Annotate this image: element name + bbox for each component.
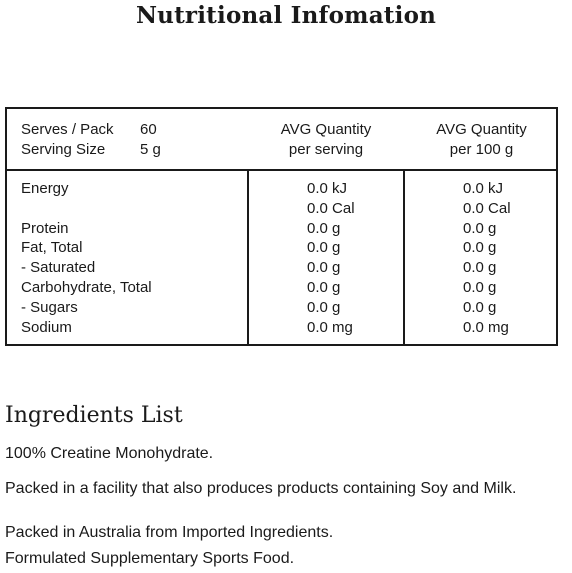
nutrient-name: - Sugars	[21, 298, 78, 316]
per-serving-value: 0.0 g	[307, 298, 341, 316]
table-row: 0.0 Cal 0.0 Cal	[7, 199, 556, 219]
nutrient-name: Sodium	[21, 318, 72, 336]
table-row: Sodium 0.0 mg 0.0 mg	[7, 318, 556, 338]
ingredient-line: 100% Creatine Monohydrate.	[5, 445, 214, 462]
per-100g-value: 0.0 g	[463, 278, 497, 296]
per-serving-header: AVG Quantity per serving	[247, 120, 405, 160]
per-100g-header-line1: AVG Quantity	[436, 121, 527, 138]
table-row: Protein 0.0 g 0.0 g	[7, 219, 556, 239]
per-100g-value: 0.0 g	[463, 219, 497, 237]
column-divider	[247, 169, 249, 344]
nutrition-table: Serves / Pack 60 Serving Size 5 g AVG Quan…	[5, 107, 558, 346]
nutrient-name: Carbohydrate, Total	[21, 278, 152, 296]
ingredients-title: Ingredients List	[5, 403, 183, 428]
per-serving-value: 0.0 g	[307, 259, 341, 277]
per-serving-header-line1: AVG Quantity	[280, 121, 372, 138]
header-divider	[7, 169, 556, 171]
per-serving-header-line2: per serving	[288, 140, 364, 158]
serving-info: Serves / Pack 60 Serving Size 5 g	[21, 120, 161, 160]
column-divider	[403, 169, 405, 344]
per-serving-value: 0.0 g	[307, 219, 341, 237]
per-serving-value: 0.0 mg	[307, 318, 353, 336]
serves-label: Serves / Pack	[21, 121, 114, 138]
serves-value: 60	[140, 121, 157, 138]
per-100g-header-line2: per 100 g	[449, 140, 514, 158]
per-serving-value: 0.0 Cal	[307, 199, 355, 217]
serving-size-value: 5 g	[140, 140, 161, 158]
per-100g-value: 0.0 kJ	[463, 180, 504, 197]
nutrient-name: Protein	[21, 219, 69, 237]
per-serving-value: 0.0 kJ	[307, 180, 348, 197]
table-row: Carbohydrate, Total 0.0 g 0.0 g	[7, 278, 556, 298]
ingredient-line: Packed in Australia from Imported Ingred…	[5, 524, 334, 541]
nutrient-name: Energy	[21, 180, 69, 197]
per-100g-value: 0.0 g	[463, 298, 497, 316]
table-row: Energy 0.0 kJ 0.0 kJ	[7, 179, 556, 199]
nutrient-name: - Saturated	[21, 259, 96, 277]
per-serving-value: 0.0 g	[307, 278, 341, 296]
per-100g-value: 0.0 g	[463, 239, 497, 257]
table-row: - Sugars 0.0 g 0.0 g	[7, 298, 556, 318]
nutrient-name: Fat, Total	[21, 239, 83, 257]
per-100g-value: 0.0 mg	[463, 318, 509, 336]
serving-size-label: Serving Size	[21, 140, 106, 158]
per-100g-value: 0.0 g	[463, 259, 497, 277]
nutrient-rows: Energy 0.0 kJ 0.0 kJ 0.0 Cal 0.0 Cal Protei…	[7, 179, 556, 337]
ingredient-line: Packed in a facility that also produces …	[5, 480, 517, 497]
table-row: - Saturated 0.0 g 0.0 g	[7, 258, 556, 278]
per-100g-header: AVG Quantity per 100 g	[405, 120, 558, 160]
per-serving-value: 0.0 g	[307, 239, 341, 257]
table-row: Fat, Total 0.0 g 0.0 g	[7, 238, 556, 258]
ingredient-line: Formulated Supplementary Sports Food.	[5, 550, 295, 567]
per-100g-value: 0.0 Cal	[463, 199, 511, 217]
page-title: Nutritional Infomation	[135, 2, 437, 29]
